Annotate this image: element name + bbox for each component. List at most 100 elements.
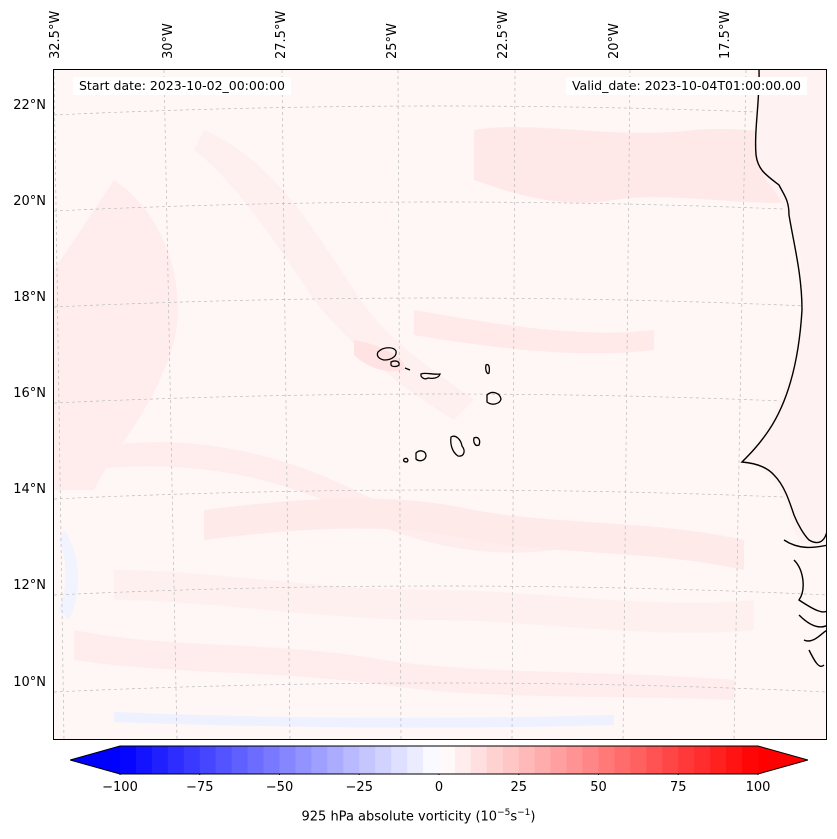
colorbar-segment (566, 746, 584, 774)
vorticity-patch (194, 130, 474, 420)
colorbar-segment (550, 746, 568, 774)
colorbar (68, 745, 810, 779)
latitude-gridline (54, 585, 826, 596)
longitude-label: 32.5°W (48, 10, 63, 59)
colorbar-segment (247, 746, 265, 774)
longitude-label: 17.5°W (718, 10, 733, 59)
colorbar-segment (375, 746, 392, 774)
vorticity-patch (204, 498, 744, 570)
longitude-gridline (733, 70, 747, 739)
latitude-label: 18°N (13, 290, 46, 305)
vorticity-patch (414, 310, 654, 354)
colorbar-segment (486, 746, 504, 774)
colorbar-segment (598, 746, 615, 774)
colorbar-title: 925 hPa absolute vorticity (10−5s−1) (0, 808, 837, 824)
colorbar-tick-label: 75 (669, 780, 687, 795)
colorbar-segment (470, 746, 488, 774)
colorbar-segment (662, 746, 679, 774)
latitude-label: 20°N (13, 194, 46, 209)
island-brava (402, 457, 409, 463)
island-sal (485, 363, 491, 375)
longitude-label: 30°W (161, 23, 176, 59)
colorbar-segment (710, 746, 727, 774)
island-sao-vicente (390, 360, 400, 368)
colorbar-segment (678, 746, 695, 774)
colorbar-segment (518, 746, 536, 774)
longitude-gridline (511, 70, 516, 739)
colorbar-segment (407, 746, 424, 774)
colorbar-title-exp1: −5 (497, 808, 511, 818)
longitude-label: 20°W (607, 23, 622, 59)
latitude-gridline (54, 682, 826, 693)
colorbar-max-arrow (758, 746, 808, 774)
colorbar-tick-label: 0 (434, 780, 444, 795)
longitude-label: 22.5°W (496, 10, 511, 59)
vorticity-shading (54, 70, 826, 739)
colorbar-segment (582, 746, 599, 774)
longitude-gridline (281, 70, 291, 739)
latitude-label: 22°N (13, 98, 46, 113)
colorbar-segment (726, 746, 743, 774)
island-santo-antao (376, 347, 397, 361)
colorbar-segment (742, 746, 759, 774)
longitude-gridline (622, 70, 631, 739)
colorbar-segment (167, 746, 185, 774)
latitude-gridline (54, 489, 826, 500)
vorticity-patch (354, 340, 405, 372)
map-panel[interactable]: Start date: 2023-10-02_00:00:00 Valid_da… (53, 69, 827, 740)
vorticity-patch (54, 180, 178, 490)
colorbar-tick-label: −75 (186, 780, 214, 795)
longitude-gridline (397, 70, 402, 739)
colorbar-tick-label: −50 (265, 780, 294, 795)
vorticity-map (54, 70, 826, 739)
colorbar-min-arrow (70, 746, 120, 774)
colorbar-segment (120, 746, 137, 774)
island-boa-vista (486, 391, 502, 405)
colorbar-title-main: 925 hPa absolute vorticity (10 (301, 809, 498, 825)
colorbar-segment (295, 746, 312, 774)
latitude-label: 14°N (13, 482, 46, 497)
island-sao-nicolau (420, 372, 441, 380)
vorticity-patch (74, 630, 734, 700)
longitude-label: 25°W (385, 23, 400, 59)
colorbar-segment (311, 746, 328, 774)
colorbar-segment (439, 746, 456, 774)
latitude-label: 10°N (13, 675, 46, 690)
colorbar-segment (215, 746, 233, 774)
colorbar-title-mid: s (510, 809, 518, 825)
vorticity-patch-negative (114, 712, 614, 728)
vorticity-patch (474, 127, 824, 203)
colorbar-segment (231, 746, 249, 774)
colorbar-segment (630, 746, 647, 774)
cabo-verde-islands (376, 347, 502, 463)
longitude-label: 27.5°W (274, 10, 289, 59)
latitude-label: 16°N (13, 386, 46, 401)
island-santiago (450, 435, 465, 457)
vorticity-patch (114, 570, 754, 633)
colorbar-tick-label: −25 (345, 780, 373, 795)
vorticity-patch-negative (59, 530, 79, 620)
africa-landmass (742, 70, 826, 545)
colorbar-title-end: ) (530, 809, 536, 825)
colorbar-tick-label: −100 (102, 780, 138, 795)
island-maio (473, 436, 481, 447)
latitude-gridline (54, 297, 826, 308)
colorbar-segment (327, 746, 344, 774)
colorbar-segment (183, 746, 201, 774)
colorbar-tick-label: 50 (590, 780, 607, 795)
latitude-gridline (54, 393, 826, 404)
colorbar-segment (391, 746, 408, 774)
colorbar-title-exp2: −1 (517, 808, 531, 818)
colorbar-segment (534, 746, 552, 774)
colorbar-segment (343, 746, 360, 774)
colorbar-segment (151, 746, 169, 774)
island-fogo (415, 450, 427, 462)
map-gridlines (54, 70, 826, 739)
colorbar-segment (646, 746, 663, 774)
latitude-gridline (54, 105, 826, 116)
colorbar-segment (614, 746, 631, 774)
valid-date-label: Valid_date: 2023-10-04T01:00:00.00 (565, 77, 807, 95)
colorbar-tick-label: 25 (510, 780, 528, 795)
latitude-label: 12°N (13, 578, 46, 593)
colorbar-segment (199, 746, 217, 774)
